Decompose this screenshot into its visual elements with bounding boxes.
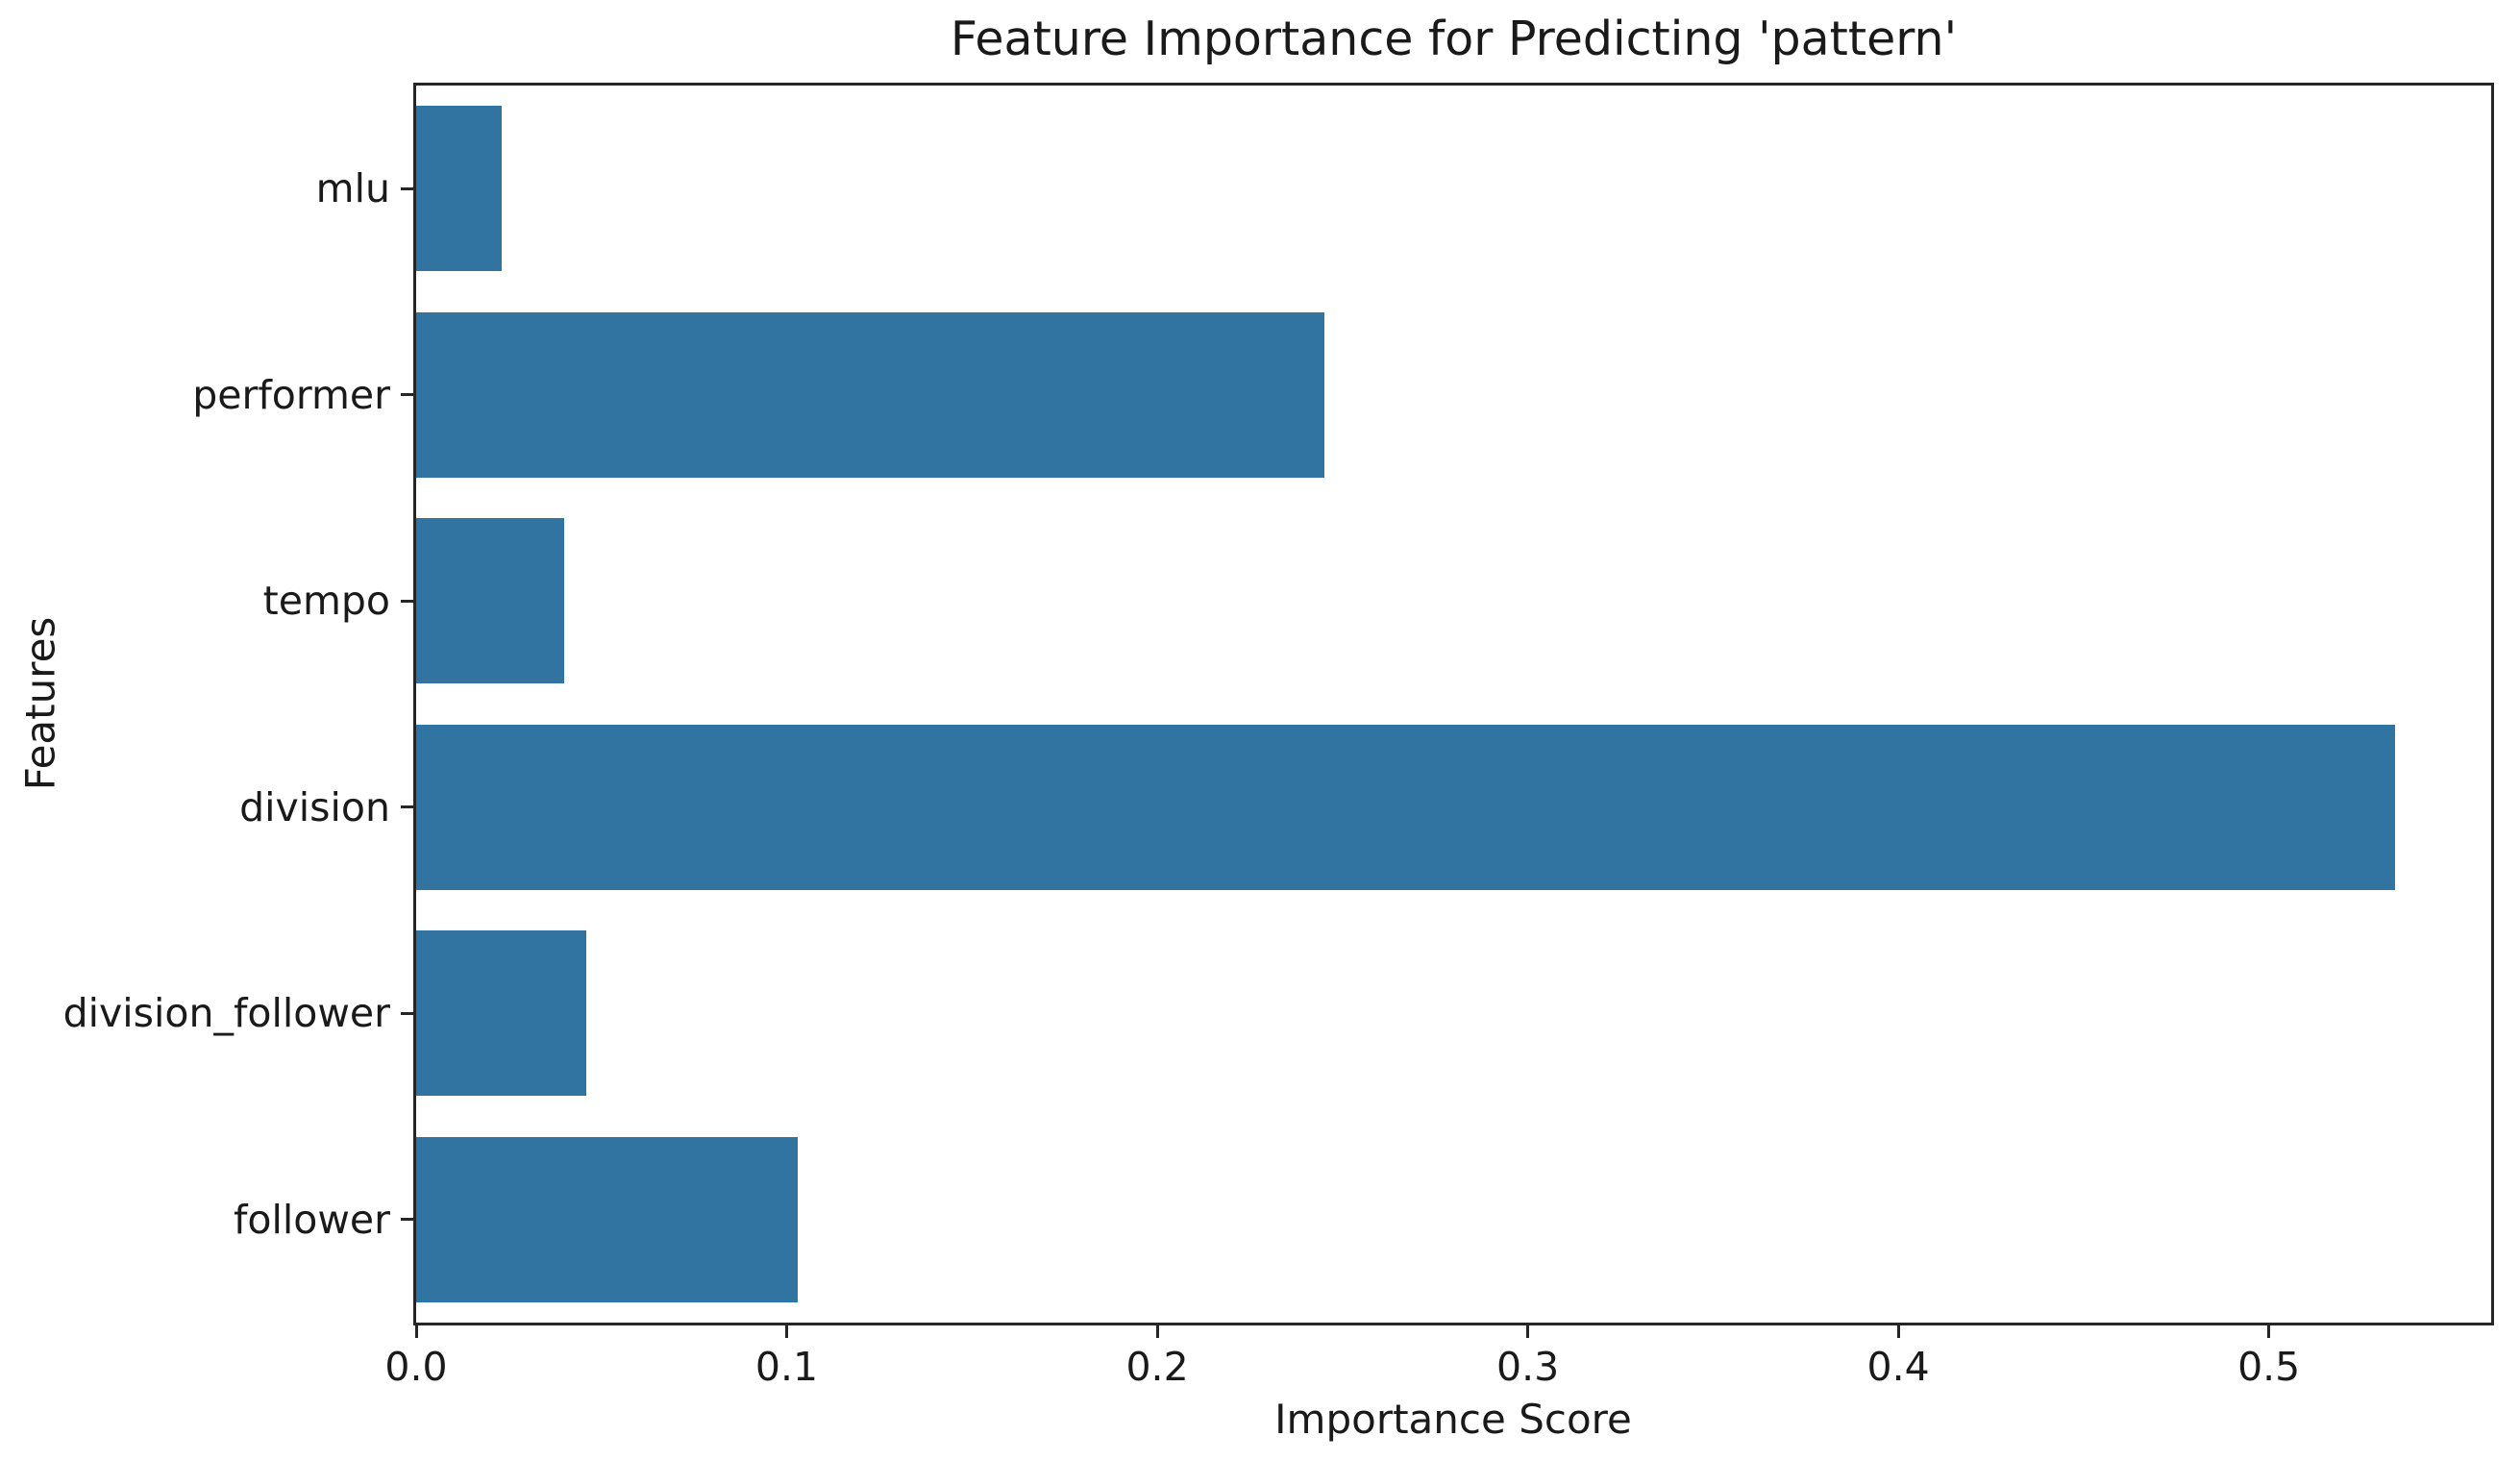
bar-division_follower bbox=[416, 930, 587, 1097]
x-tick-mark bbox=[1896, 1325, 1900, 1338]
bar-division bbox=[416, 724, 2395, 890]
plot-area bbox=[413, 83, 2494, 1325]
x-tick-mark bbox=[1155, 1325, 1159, 1338]
y-axis-label: Features bbox=[16, 616, 64, 791]
x-tick-label: 0.5 bbox=[2237, 1344, 2301, 1390]
chart-title: Feature Importance for Predicting 'patte… bbox=[950, 12, 1958, 66]
bar-mlu bbox=[416, 106, 502, 272]
y-tick-label: performer bbox=[192, 371, 390, 418]
bar-performer bbox=[416, 311, 1324, 478]
bar-tempo bbox=[416, 518, 565, 684]
x-tick-label: 0.0 bbox=[384, 1344, 448, 1390]
y-tick-mark bbox=[401, 599, 413, 603]
x-tick-label: 0.3 bbox=[1495, 1344, 1560, 1390]
x-axis-label: Importance Score bbox=[1274, 1396, 1632, 1443]
y-tick-label: tempo bbox=[262, 578, 390, 625]
x-tick-label: 0.2 bbox=[1125, 1344, 1189, 1390]
y-tick-mark bbox=[401, 186, 413, 190]
y-tick-label: division_follower bbox=[62, 990, 390, 1037]
y-tick-label: mlu bbox=[315, 165, 390, 212]
x-tick-label: 0.4 bbox=[1866, 1344, 1930, 1390]
y-tick-mark bbox=[401, 1218, 413, 1222]
y-tick-mark bbox=[401, 805, 413, 809]
y-tick-mark bbox=[401, 393, 413, 397]
bar-follower bbox=[416, 1136, 799, 1302]
x-tick-mark bbox=[2267, 1325, 2271, 1338]
x-tick-mark bbox=[414, 1325, 418, 1338]
x-tick-mark bbox=[785, 1325, 789, 1338]
y-tick-label: follower bbox=[234, 1196, 390, 1243]
y-tick-mark bbox=[401, 1011, 413, 1015]
y-tick-label: division bbox=[239, 783, 390, 830]
x-tick-mark bbox=[1526, 1325, 1530, 1338]
x-tick-label: 0.1 bbox=[754, 1344, 819, 1390]
